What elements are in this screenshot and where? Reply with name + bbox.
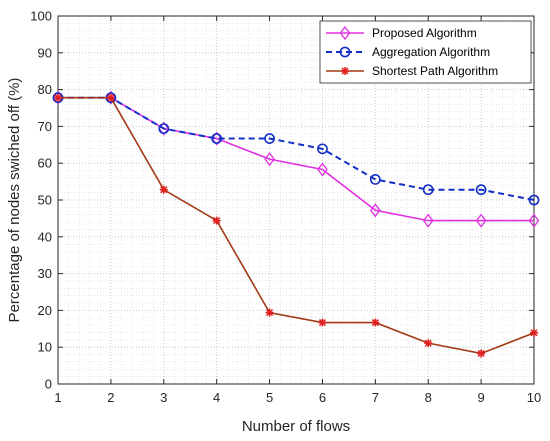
data-point-marker — [265, 308, 274, 317]
legend-item-3: Shortest Path Algorithm — [326, 64, 498, 78]
x-tick-label: 6 — [319, 390, 326, 405]
data-point-marker — [422, 213, 434, 228]
series-2 — [52, 92, 540, 206]
data-point-marker — [528, 194, 540, 206]
data-point-marker — [264, 152, 275, 167]
data-point-marker — [424, 339, 433, 348]
legend-marker — [341, 67, 349, 75]
axes — [57, 15, 535, 385]
x-tick-label: 10 — [527, 390, 541, 405]
data-point-marker — [477, 349, 486, 358]
y-tick-label: 100 — [30, 9, 52, 24]
data-point-marker — [54, 93, 62, 102]
data-point-marker — [475, 184, 487, 196]
data-point-marker — [106, 93, 115, 102]
x-tick-label: 3 — [160, 390, 167, 405]
data-point-marker — [528, 213, 540, 228]
data-point-marker — [530, 328, 538, 337]
legend-marker — [339, 25, 351, 41]
series-3 — [54, 93, 538, 358]
y-tick-label: 60 — [38, 156, 52, 171]
y-tick-label: 10 — [38, 340, 52, 355]
marker-stroke — [341, 67, 349, 75]
data-point-marker — [422, 184, 434, 196]
data-point-marker — [158, 123, 170, 135]
data-point-marker — [369, 173, 381, 185]
y-tick-label: 50 — [38, 193, 52, 208]
legend-label: Proposed Algorithm — [372, 26, 477, 40]
legend-marker — [339, 46, 351, 58]
data-point-marker — [371, 318, 380, 327]
marker-stroke — [371, 318, 379, 327]
x-axis-label: Number of flows — [242, 418, 350, 435]
x-tick-label: 8 — [425, 390, 432, 405]
data-point-marker — [317, 162, 328, 177]
series-line — [58, 96, 534, 222]
legend-label: Shortest Path Algorithm — [372, 64, 498, 78]
x-tick-label: 9 — [477, 390, 484, 405]
marker-stroke — [424, 339, 432, 347]
data-point-marker — [211, 133, 223, 144]
data-point-marker — [317, 143, 328, 155]
marker-stroke — [213, 217, 221, 225]
marker-stroke — [107, 94, 115, 102]
x-tick-label: 5 — [266, 390, 273, 405]
series-line — [58, 96, 535, 355]
data-point-marker — [318, 318, 327, 327]
data-point-marker — [264, 133, 275, 144]
y-tick-label: 70 — [38, 119, 52, 134]
marker-stroke — [160, 186, 168, 194]
series-group — [52, 90, 540, 358]
marker-stroke — [318, 318, 327, 327]
x-tick-label: 2 — [107, 390, 114, 405]
marker-stroke — [54, 94, 62, 102]
marker-stroke — [477, 349, 485, 358]
y-tick-label: 0 — [45, 377, 52, 392]
legend-item-2: Aggregation Algorithm — [326, 45, 490, 59]
y-tick-label: 20 — [38, 303, 52, 318]
data-point-marker — [211, 131, 222, 146]
y-tick-label: 30 — [38, 266, 52, 281]
legend: Proposed Algorithm Aggregation Algorithm S… — [319, 20, 532, 84]
x-tick-label: 1 — [54, 390, 61, 405]
x-tick-label: 4 — [213, 390, 220, 405]
y-tick-label: 40 — [38, 229, 52, 244]
data-point-marker — [159, 185, 168, 194]
data-point-marker — [212, 216, 221, 225]
data-point-marker — [475, 213, 487, 228]
y-tick-label: 90 — [38, 45, 52, 60]
data-point-marker — [370, 203, 381, 218]
legend-box — [319, 20, 532, 84]
y-tick-label: 80 — [38, 82, 52, 97]
marker-stroke — [530, 329, 538, 337]
legend-label: Aggregation Algorithm — [372, 45, 490, 59]
y-axis-label: Percentage of nodes swiched off (%) — [6, 78, 23, 323]
series-line — [58, 96, 535, 201]
marker-stroke — [265, 309, 274, 317]
legend-item-1: Proposed Algorithm — [326, 25, 477, 41]
x-tick-label: 7 — [372, 390, 379, 405]
